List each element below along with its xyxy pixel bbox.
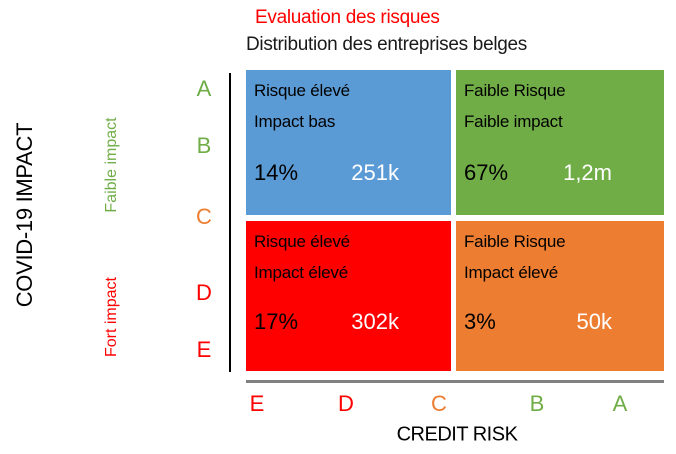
x-tick-d: D [338,391,354,416]
quadrant-high-risk-high-impact: Risque élevé Impact élevé 17% 302k [246,221,451,371]
y-axis-group-low-impact: Faible impact [103,117,120,213]
quadrant-risk-label: Faible Risque [464,232,566,251]
quadrant-stats: 67% 1,2m [464,160,612,186]
quadrant-low-risk-low-impact: Faible Risque Faible impact 67% 1,2m [456,70,664,215]
quadrant-impact-label: Impact élevé [254,263,348,282]
quadrant-risk-label: Risque élevé [254,81,350,100]
percent-value: 14% [254,160,299,185]
y-tick-e: E [196,337,212,362]
quadrant-risk-label: Faible Risque [464,81,566,100]
y-tick-d: D [196,280,212,305]
x-tick-b: B [529,391,545,416]
quadrant-high-risk-low-impact: Risque élevé Impact bas 14% 251k [246,70,451,215]
x-axis-title: CREDIT RISK [396,423,518,446]
percent-value: 17% [254,309,299,334]
count-value: 251k [351,160,399,185]
y-tick-c: C [196,204,212,229]
y-tick-a: A [196,76,212,101]
y-axis-line [229,73,231,372]
count-value: 302k [351,309,399,334]
y-tick-b: B [196,133,212,158]
percent-value: 3% [464,309,496,334]
count-value: 50k [576,309,612,334]
x-axis-line [246,380,664,383]
quadrant-stats: 17% 302k [254,309,399,335]
x-tick-e: E [249,391,265,416]
percent-value: 67% [464,160,509,185]
y-axis-title: COVID-19 IMPACT [12,122,37,308]
chart-title: Evaluation des risques [255,7,440,28]
quadrant-stats: 3% 50k [464,309,612,335]
quadrant-risk-label: Risque élevé [254,232,350,251]
chart-subtitle: Distribution des entreprises belges [246,34,527,55]
x-tick-c: C [431,391,447,416]
quadrant-low-risk-high-impact: Faible Risque Impact élevé 3% 50k [456,221,664,371]
x-tick-a: A [612,391,628,416]
y-axis-group-high-impact: Fort impact [103,276,120,358]
quadrant-grid: Risque élevé Impact bas 14% 251k Faible … [246,70,664,371]
count-value: 1,2m [563,160,612,185]
quadrant-impact-label: Impact bas [254,112,336,131]
quadrant-impact-label: Faible impact [464,112,563,131]
quadrant-impact-label: Impact élevé [464,263,558,282]
quadrant-stats: 14% 251k [254,160,399,186]
